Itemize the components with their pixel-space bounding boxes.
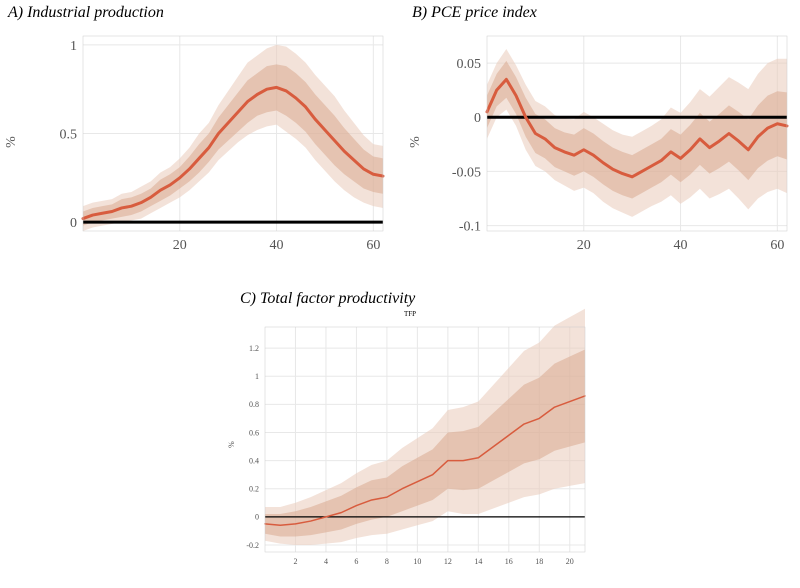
y-tick-label: 0.6: [249, 428, 259, 437]
panel-a-chart: 00.51204060: [78, 29, 388, 259]
x-tick-label: 40: [674, 238, 688, 253]
x-tick-label: 10: [413, 557, 421, 566]
y-tick-label: 0: [255, 513, 259, 522]
y-tick-label: 0.4: [249, 456, 259, 465]
panel-b-title: B) PCE price index: [412, 4, 537, 22]
panel-c-tiny-title: TFP: [400, 310, 420, 318]
y-tick-label: 0.2: [249, 485, 259, 494]
y-tick-label: 1.2: [249, 344, 259, 353]
y-tick-label: 0: [70, 216, 77, 231]
panel-c: C) Total factor productivity TFP % -0.2 0…: [200, 290, 600, 580]
x-tick-label: 20: [173, 238, 187, 253]
x-tick-label: 6: [354, 557, 358, 566]
panel-c-chart: -0.200.20.40.60.811.22468101214161820: [260, 320, 590, 570]
panel-c-ylabel: %: [227, 441, 236, 448]
y-tick-label: -0.2: [246, 541, 259, 550]
x-tick-label: 18: [535, 557, 543, 566]
y-tick-label: -0.1: [459, 219, 481, 234]
y-tick-label: 0.05: [457, 57, 482, 72]
x-tick-label: 4: [324, 557, 328, 566]
x-tick-label: 14: [474, 557, 482, 566]
y-tick-label: 1: [70, 39, 77, 54]
panel-b-chart: -0.1-0.0500.05204060: [482, 29, 792, 259]
y-tick-label: 0.5: [60, 127, 78, 142]
panel-b: B) PCE price index % -0.1-0.0500.0520406…: [412, 4, 792, 284]
panel-a-ylabel: %: [4, 136, 20, 148]
x-tick-label: 8: [385, 557, 389, 566]
y-tick-label: 0: [474, 111, 481, 126]
x-tick-label: 60: [770, 238, 784, 253]
x-tick-label: 20: [566, 557, 574, 566]
x-tick-label: 40: [270, 238, 284, 253]
panel-a-title: A) Industrial production: [8, 4, 164, 22]
figure-container: A) Industrial production % 00.51204060 B…: [0, 0, 800, 588]
panel-a: A) Industrial production % 00.51204060: [8, 4, 388, 284]
y-tick-label: 0.8: [249, 400, 259, 409]
x-tick-label: 12: [444, 557, 452, 566]
panel-b-ylabel: %: [408, 136, 424, 148]
x-tick-label: 20: [577, 238, 591, 253]
y-tick-label: -0.05: [452, 165, 481, 180]
y-tick-label: 1: [255, 372, 259, 381]
x-tick-label: 16: [505, 557, 513, 566]
x-tick-label: 2: [293, 557, 297, 566]
panel-c-title: C) Total factor productivity: [240, 290, 415, 308]
x-tick-label: 60: [366, 238, 380, 253]
